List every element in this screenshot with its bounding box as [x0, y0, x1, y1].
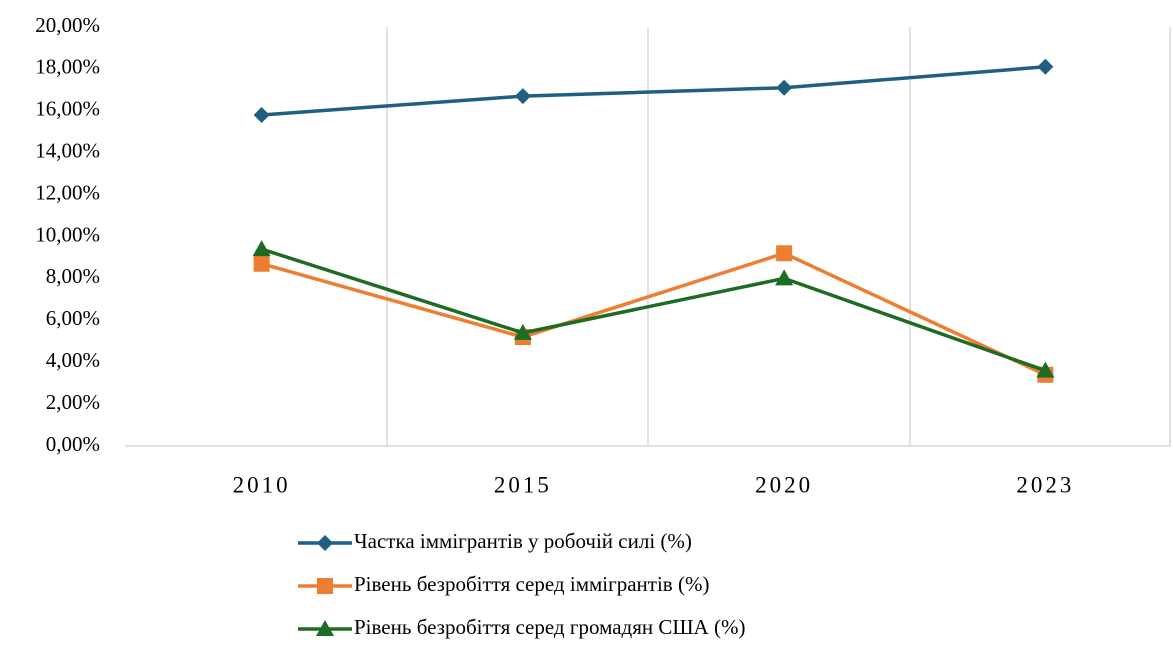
x-tick-label: 2020	[755, 472, 813, 497]
y-tick-label: 0,00%	[46, 432, 100, 456]
data-point	[252, 240, 271, 257]
data-point	[513, 323, 532, 340]
y-tick-label: 6,00%	[46, 306, 100, 330]
legend-label: Рівень безробіття серед іммігрантів (%)	[354, 572, 709, 596]
y-tick-label: 10,00%	[35, 222, 100, 246]
data-point	[775, 269, 794, 286]
legend-marker	[316, 620, 334, 636]
x-tick-label: 2015	[494, 472, 552, 497]
data-point	[514, 88, 531, 105]
y-tick-label: 4,00%	[46, 348, 100, 372]
legend-label: Частка іммігрантів у робочій силі (%)	[354, 529, 692, 553]
data-point	[1036, 361, 1055, 378]
y-tick-label: 12,00%	[35, 180, 100, 204]
y-tick-label: 8,00%	[46, 264, 100, 288]
y-tick-label: 20,00%	[35, 13, 100, 37]
series-line	[261, 247, 1046, 373]
data-point	[253, 255, 270, 272]
data-point	[1037, 58, 1054, 75]
series-line	[261, 251, 1047, 377]
y-tick-label: 2,00%	[46, 390, 100, 414]
data-point	[776, 245, 793, 262]
x-tick-label: 2010	[233, 472, 291, 497]
legend-marker	[317, 535, 333, 551]
data-point	[776, 79, 793, 96]
legend-label: Рівень безробіття серед громадян США (%)	[354, 615, 745, 639]
series-line	[261, 65, 1046, 117]
y-tick-label: 16,00%	[35, 97, 100, 121]
y-tick-label: 18,00%	[35, 55, 100, 79]
y-tick-label: 14,00%	[35, 139, 100, 163]
x-tick-label: 2023	[1016, 472, 1074, 497]
legend-marker	[317, 578, 333, 594]
data-point	[253, 106, 270, 123]
